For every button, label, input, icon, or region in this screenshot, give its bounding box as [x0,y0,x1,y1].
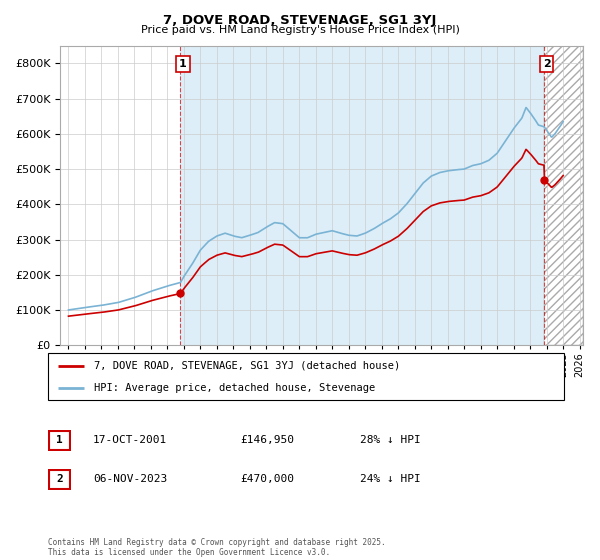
Text: 2: 2 [543,59,551,69]
Text: HPI: Average price, detached house, Stevenage: HPI: Average price, detached house, Stev… [94,382,376,393]
Point [176,289,185,298]
FancyBboxPatch shape [48,353,564,400]
Text: Contains HM Land Registry data © Crown copyright and database right 2025.
This d: Contains HM Land Registry data © Crown c… [48,538,386,557]
Text: 7, DOVE ROAD, STEVENAGE, SG1 3YJ: 7, DOVE ROAD, STEVENAGE, SG1 3YJ [163,14,437,27]
Text: 17-OCT-2001: 17-OCT-2001 [93,435,167,445]
Bar [181,46,544,345]
Text: 06-NOV-2023: 06-NOV-2023 [93,474,167,484]
FancyBboxPatch shape [49,431,70,450]
Text: 1: 1 [56,435,63,445]
Text: £146,950: £146,950 [240,435,294,445]
Text: Price paid vs. HM Land Registry's House Price Index (HPI): Price paid vs. HM Land Registry's House … [140,25,460,35]
Text: 1: 1 [179,59,187,69]
Text: 2: 2 [56,474,63,484]
Text: £470,000: £470,000 [240,474,294,484]
FancyBboxPatch shape [49,470,70,489]
Point [539,175,549,184]
Text: 7, DOVE ROAD, STEVENAGE, SG1 3YJ (detached house): 7, DOVE ROAD, STEVENAGE, SG1 3YJ (detach… [94,361,401,371]
Bar [544,46,583,345]
Text: 24% ↓ HPI: 24% ↓ HPI [360,474,421,484]
Text: 28% ↓ HPI: 28% ↓ HPI [360,435,421,445]
Bar [544,46,583,345]
